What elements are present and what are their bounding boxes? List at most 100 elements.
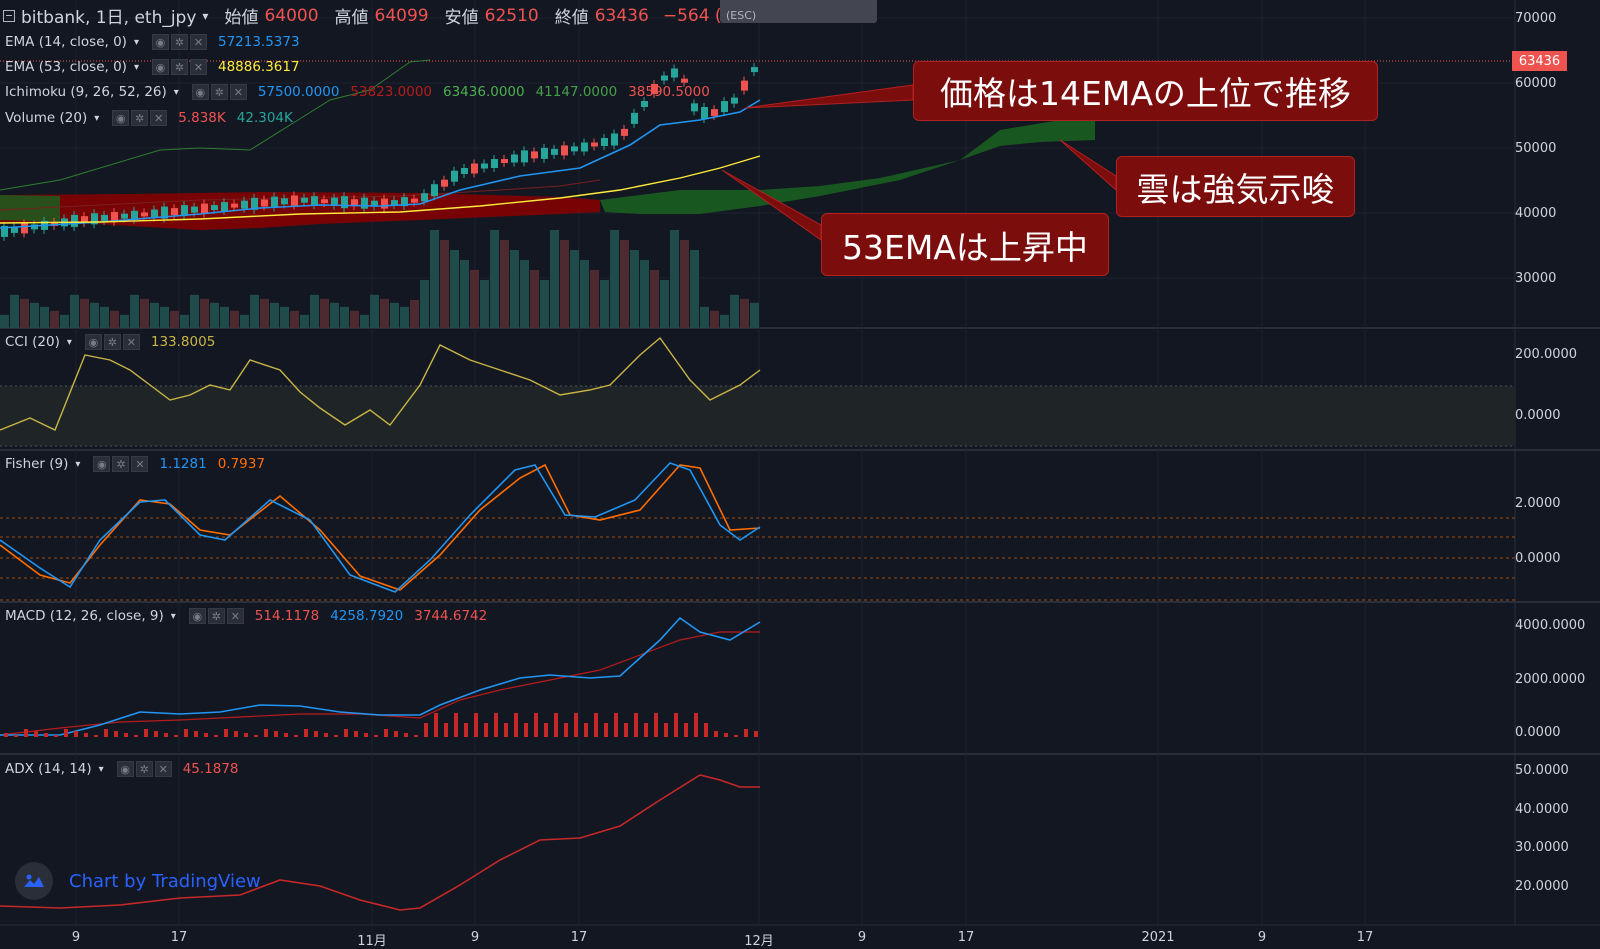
symbol-name[interactable]: bitbank, 1日, eth_jpy	[21, 8, 197, 28]
candle-body	[101, 214, 108, 221]
candle-body	[471, 163, 478, 174]
legend-macd[interactable]: MACD (12, 26, close, 9) ▾ ◉ ✲ ✕ 514.1178 4…	[5, 608, 487, 624]
macd-histogram-bar	[24, 729, 28, 737]
chevron-down-icon[interactable]: ▾	[66, 336, 72, 348]
macd-axis-label: 2000.0000	[1515, 672, 1586, 687]
chevron-down-icon[interactable]: ▾	[133, 36, 139, 48]
gear-icon[interactable]: ✲	[170, 59, 188, 75]
gear-icon[interactable]: ✲	[112, 456, 130, 472]
eye-icon[interactable]: ◉	[151, 34, 169, 50]
legend-volume[interactable]: Volume (20) ▾ ◉ ✲ ✕ 5.838K 42.304K	[5, 110, 293, 126]
macd-histogram-bar	[174, 735, 178, 737]
volume-bar	[650, 270, 659, 328]
macd-histogram-bar	[454, 713, 458, 737]
low-value: 62510	[484, 5, 539, 26]
candle-body	[481, 163, 488, 169]
gear-icon[interactable]: ✲	[103, 334, 121, 350]
time-axis-label: 12月	[744, 934, 774, 949]
macd-histogram-bar	[154, 731, 158, 737]
candle-body	[11, 226, 18, 233]
legend-ema14[interactable]: EMA (14, close, 0) ▾ ◉ ✲ ✕ 57213.5373	[5, 34, 300, 50]
eye-icon[interactable]: ◉	[112, 110, 130, 126]
close-icon[interactable]: ✕	[154, 761, 172, 777]
close-icon[interactable]: ✕	[131, 456, 149, 472]
legend-ichimoku-value-3: 63436.0000	[443, 84, 525, 100]
volume-bar	[520, 260, 529, 328]
candle-body	[581, 142, 588, 152]
legend-fisher[interactable]: Fisher (9) ▾ ◉ ✲ ✕ 1.1281 0.7937	[5, 456, 265, 472]
macd-histogram-bar	[244, 733, 248, 737]
chevron-down-icon[interactable]: ▾	[173, 86, 179, 98]
close-icon[interactable]: ✕	[189, 34, 207, 50]
cci-line	[0, 336, 761, 431]
macd-histogram-bar	[354, 731, 358, 737]
macd-histogram-bar	[584, 723, 588, 737]
legend-adx-label: ADX (14, 14)	[5, 761, 92, 777]
macd-histogram-bar	[754, 731, 758, 737]
candle-body	[551, 148, 558, 155]
close-icon[interactable]: ✕	[229, 84, 247, 100]
volume-bar	[140, 298, 149, 328]
gear-icon[interactable]: ✲	[131, 110, 149, 126]
legend-fisher-label: Fisher (9)	[5, 456, 69, 472]
macd-histogram-bar	[524, 723, 528, 737]
eye-icon[interactable]: ◉	[93, 456, 111, 472]
legend-cci[interactable]: CCI (20) ▾ ◉ ✲ ✕ 133.8005	[5, 334, 215, 350]
chevron-down-icon[interactable]: ▾	[133, 61, 139, 73]
volume-bar	[730, 294, 739, 328]
callout-cloud[interactable]: 雲は強気示唆	[1116, 156, 1355, 217]
time-axis-label: 9	[857, 930, 867, 945]
macd-histogram-bar	[394, 731, 398, 737]
eye-icon[interactable]: ◉	[116, 761, 134, 777]
gear-icon[interactable]: ✲	[135, 761, 153, 777]
eye-icon[interactable]: ◉	[151, 59, 169, 75]
candle-body	[751, 67, 758, 73]
legend-ichimoku-value-5: 38590.5000	[628, 84, 710, 100]
eye-icon[interactable]: ◉	[191, 84, 209, 100]
legend-macd-value-3: 3744.6742	[414, 608, 488, 624]
macd-histogram-bar	[624, 723, 628, 737]
macd-histogram-bar	[114, 731, 118, 737]
macd-histogram-bar	[444, 723, 448, 737]
candle-body	[511, 154, 518, 163]
volume-bar	[200, 298, 209, 328]
volume-bar	[220, 306, 229, 328]
volume-bar	[490, 230, 499, 328]
candle-body	[661, 75, 668, 81]
price-axis-label: 50000	[1515, 141, 1557, 156]
volume-bar	[320, 298, 329, 328]
legend-ema53-value: 48886.3617	[217, 59, 300, 75]
macd-histogram-bar	[204, 733, 208, 737]
chevron-down-icon[interactable]: ▾	[75, 458, 81, 470]
callout-ema14[interactable]: 価格は14EMAの上位で推移	[913, 61, 1378, 121]
gear-icon[interactable]: ✲	[210, 84, 228, 100]
close-icon[interactable]: ✕	[122, 334, 140, 350]
candle-body	[691, 103, 698, 112]
macd-histogram-bar	[484, 723, 488, 737]
callout-ema53[interactable]: 53EMAは上昇中	[821, 213, 1109, 276]
candle-body	[381, 198, 388, 209]
candle-body	[521, 150, 528, 163]
gear-icon[interactable]: ✲	[207, 608, 225, 624]
collapse-icon[interactable]	[3, 9, 15, 22]
macd-histogram-bar	[424, 723, 428, 737]
close-icon[interactable]: ✕	[189, 59, 207, 75]
macd-histogram-bar	[384, 729, 388, 737]
chevron-down-icon[interactable]: ▾	[94, 112, 100, 124]
gear-icon[interactable]: ✲	[170, 34, 188, 50]
eye-icon[interactable]: ◉	[188, 608, 206, 624]
close-icon[interactable]: ✕	[226, 608, 244, 624]
candle-body	[221, 202, 228, 212]
chevron-down-icon[interactable]: ▾	[170, 610, 176, 622]
chevron-down-icon[interactable]: ▾	[202, 8, 209, 23]
close-icon[interactable]: ✕	[150, 110, 168, 126]
eye-icon[interactable]: ◉	[84, 334, 102, 350]
chevron-down-icon[interactable]: ▾	[98, 763, 104, 775]
legend-ichimoku[interactable]: Ichimoku (9, 26, 52, 26) ▾ ◉ ✲ ✕ 57500.000…	[5, 84, 710, 100]
macd-histogram-bar	[134, 735, 138, 737]
legend-adx[interactable]: ADX (14, 14) ▾ ◉ ✲ ✕ 45.1878	[5, 761, 239, 777]
tradingview-brand[interactable]: Chart by TradingView	[15, 862, 261, 900]
legend-ema53[interactable]: EMA (53, close, 0) ▾ ◉ ✲ ✕ 48886.3617	[5, 59, 300, 75]
legend-cci-label: CCI (20)	[5, 334, 60, 350]
